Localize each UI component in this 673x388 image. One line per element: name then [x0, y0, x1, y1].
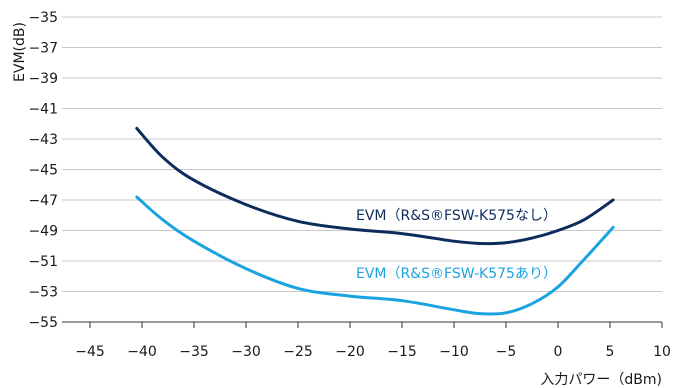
x-tick-label: −15	[387, 344, 417, 360]
y-tick-label: −49	[28, 224, 58, 240]
y-tick-label: −43	[28, 132, 58, 148]
y-tick-label: −37	[28, 41, 58, 57]
y-tick-label: −47	[28, 193, 58, 209]
x-tick-label: −10	[439, 344, 469, 360]
x-tick-label: 10	[653, 344, 671, 360]
y-tick-label: −53	[28, 285, 58, 301]
series-lines	[135, 126, 615, 316]
x-tick-label: −35	[179, 344, 209, 360]
series-label-without-k575: EVM（R&S®FSW-K575なし）	[356, 208, 557, 224]
series-line-with-k575	[135, 195, 615, 316]
tick-labels: −35−37−39−41−43−45−47−49−51−53−55−45 −40−…	[28, 10, 670, 360]
x-axis	[89, 322, 663, 328]
series-label-with-k575: EVM（R&S®FSW-K575あり）	[356, 266, 557, 282]
y-tick-label: −55	[28, 315, 58, 331]
x-tick-label: −25	[283, 344, 313, 360]
y-tick-label: −35	[28, 10, 58, 26]
x-tick-label: −30	[231, 344, 261, 360]
y-tick-label: −45	[28, 163, 58, 179]
grid-lines	[62, 16, 662, 323]
y-axis-title: EVM(dB)	[12, 22, 28, 82]
x-tick-label: −20	[335, 344, 365, 360]
y-tick-label: −51	[28, 254, 58, 270]
x-tick-label: −40	[127, 344, 157, 360]
y-tick-label: −39	[28, 71, 58, 87]
series-line-without-k575	[135, 126, 615, 246]
x-axis-title: 入力パワー（dBm)	[540, 372, 662, 388]
y-tick-label: −41	[28, 102, 58, 118]
x-tick-label: −45	[75, 344, 105, 360]
x-tick-label: 0	[554, 344, 563, 360]
x-tick-label: −5	[496, 344, 517, 360]
x-tick-label: 5	[606, 344, 615, 360]
